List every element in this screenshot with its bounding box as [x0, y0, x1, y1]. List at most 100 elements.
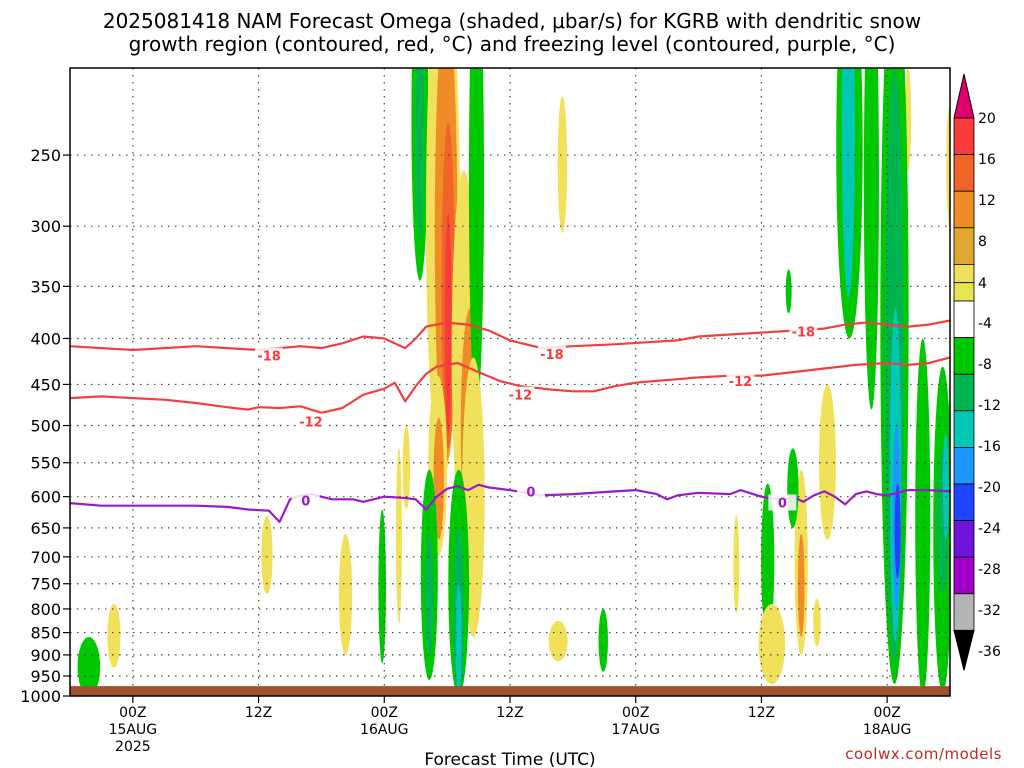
credit-text: coolwx.com/models [845, 745, 1002, 763]
colorbar-box [953, 337, 975, 375]
contour-label-bg [789, 323, 818, 340]
x-tick-year: 2025 [115, 739, 151, 755]
colorbar-label: -24 [978, 521, 1001, 537]
colorbar-label: 8 [978, 234, 987, 250]
colorbar-box [953, 373, 975, 412]
omega-cell [107, 604, 121, 668]
omega-cell [841, 68, 855, 298]
colorbar-label: -4 [978, 316, 992, 332]
x-tick-label: 00Z [873, 705, 900, 721]
colorbar-label: -28 [978, 562, 1001, 578]
colorbar-box [953, 593, 975, 631]
contour-label: -18 [257, 350, 281, 365]
contour-label-bg [506, 386, 535, 403]
chart-title-line-1: 2025081418 NAM Forecast Omega (shaded, μ… [102, 9, 922, 33]
x-tick-label: 12Z [748, 705, 775, 721]
y-tick-label: 550 [30, 454, 61, 473]
colorbar-label: -20 [978, 480, 1001, 496]
y-tick-label: 450 [30, 375, 61, 394]
omega-cell [342, 567, 349, 628]
y-axis: 250 300 350 400 450 500 550 600 650 700 750 800 850 9… [20, 146, 70, 706]
contour-dgz_minus12 [70, 356, 950, 414]
omega-cell [946, 105, 950, 227]
contour-label: 0 [301, 495, 310, 510]
colorbar-top-arrow [953, 73, 975, 119]
colorbar-label: -32 [978, 603, 1001, 619]
contour-freezing_level [70, 483, 950, 523]
y-tick-label: 350 [30, 277, 61, 296]
contour-label-bg [291, 492, 320, 509]
colorbar-box [953, 282, 975, 302]
colorbar-box [953, 556, 975, 595]
x-tick-date: 16AUG [360, 722, 409, 738]
omega-cell [761, 483, 775, 638]
colorbar-label: 20 [978, 111, 996, 127]
omega-cell [402, 425, 411, 510]
x-tick-label: 12Z [245, 705, 272, 721]
colorbar-label: 12 [978, 193, 996, 209]
y-tick-label: 850 [30, 624, 61, 643]
colorbar-label: -16 [978, 439, 1001, 455]
colorbar-box [953, 446, 975, 485]
omega-cell [598, 608, 608, 672]
x-tick-label: 00Z [371, 705, 398, 721]
colorbar-box [953, 483, 975, 521]
contour-label: -18 [540, 348, 564, 363]
omega-cell [261, 515, 273, 595]
y-tick-label: 700 [30, 548, 61, 567]
omega-cell [468, 68, 485, 410]
colorbar-box [953, 154, 975, 192]
omega-cell [787, 448, 799, 528]
omega-cell [797, 533, 805, 638]
omega-cell [77, 637, 101, 696]
omega-cell [894, 483, 901, 579]
y-tick-label: 650 [30, 519, 61, 538]
omega-cell [455, 583, 462, 696]
colorbar-box [953, 117, 975, 155]
omega-cell [758, 604, 786, 685]
omega-cell [863, 68, 879, 410]
contour-label-bg [255, 347, 284, 364]
omega-cell [785, 269, 792, 314]
omega-cell [818, 384, 836, 540]
omega-cell [733, 515, 740, 614]
y-tick-label: 300 [30, 217, 61, 236]
colorbar-box [953, 520, 975, 558]
y-tick-label: 400 [30, 329, 61, 348]
y-tick-label: 750 [30, 575, 61, 594]
omega-cell [425, 533, 434, 655]
omega-cell [813, 599, 821, 647]
omega-cell [942, 433, 949, 540]
contour-layer: -18 -18 -18 -12 -12 -12 0 0 0 [70, 319, 950, 523]
contour-label: -12 [509, 389, 533, 404]
y-tick-label: 600 [30, 488, 61, 507]
colorbar-box [953, 190, 975, 229]
contour-label: -12 [729, 375, 753, 390]
colorbar-box [953, 263, 975, 284]
y-tick-label: 500 [30, 417, 61, 436]
omega-cell [395, 448, 402, 624]
chart-title-line-2: growth region (contoured, red, °C) and f… [128, 32, 896, 56]
omega-cell [915, 338, 931, 696]
colorbar-box [953, 227, 975, 265]
omega-cell [378, 509, 386, 664]
omega-shading [77, 68, 950, 696]
contour-label-bg [296, 413, 325, 430]
x-axis-label: Forecast Time (UTC) [424, 750, 595, 768]
y-tick-label: 250 [30, 146, 61, 165]
y-tick-label: 1000 [20, 687, 61, 706]
y-tick-label: 950 [30, 667, 61, 686]
x-tick-label: 12Z [496, 705, 523, 721]
x-tick-label: 00Z [119, 705, 146, 721]
contour-dgz_minus18 [70, 319, 950, 352]
omega-cell [557, 96, 568, 233]
colorbar-box [953, 300, 975, 338]
contour-label: -12 [299, 416, 323, 431]
contour-label: 0 [778, 496, 787, 511]
colorbar-label: 16 [978, 152, 996, 168]
colorbar-bottom-arrow [953, 629, 975, 671]
colorbar-label: -36 [978, 644, 1001, 660]
colorbar-label: -12 [978, 398, 1001, 414]
